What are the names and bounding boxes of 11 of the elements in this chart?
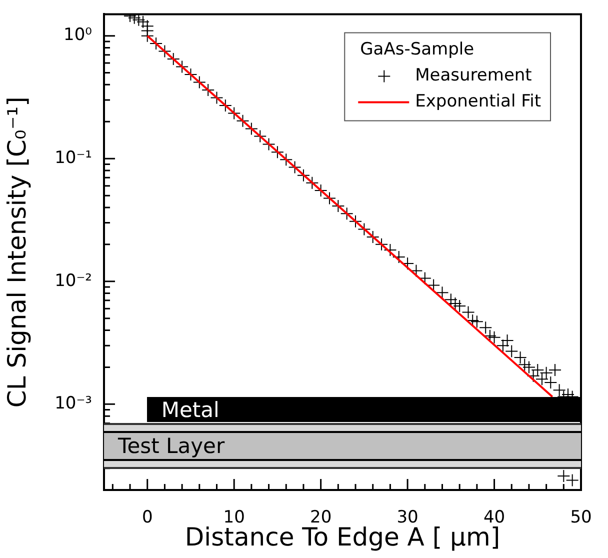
y-tick-label: 10⁻¹ xyxy=(54,148,92,168)
y-axis-title: CL Signal Intensity [C₀⁻¹] xyxy=(2,96,32,408)
y-tick-label: 10⁻³ xyxy=(54,394,92,414)
x-tick-label: 0 xyxy=(142,508,153,528)
legend-label: Measurement xyxy=(415,66,532,86)
metal-layer-block: Metal xyxy=(147,397,581,422)
y-tick-label: 10⁻² xyxy=(54,270,92,291)
legend-title: GaAs-Sample xyxy=(360,40,474,60)
x-tick-label: 50 xyxy=(570,508,592,528)
legend-label: Exponential Fit xyxy=(415,92,542,112)
y-tick-label: 10⁰ xyxy=(64,25,92,46)
